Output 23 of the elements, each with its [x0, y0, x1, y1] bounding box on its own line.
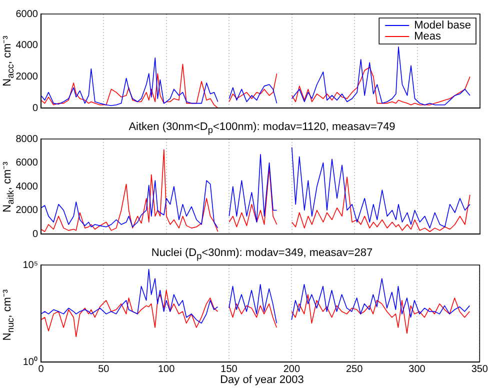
y-tick-label: 0 — [32, 228, 38, 240]
y-tick-label: 6000 — [16, 158, 38, 168]
legend-label: Model base — [414, 20, 472, 32]
x-tick-label: 350 — [471, 364, 488, 375]
x-tick-label: 250 — [346, 364, 364, 375]
y-tick-label: 2000 — [16, 205, 38, 216]
x-axis-title: Day of year 2003 — [219, 374, 305, 386]
y-tick-label: 8000 — [16, 134, 38, 145]
x-tick-label: 50 — [98, 364, 110, 375]
y-tick-label: 10⁰ — [22, 356, 38, 368]
y-tick-label: 4000 — [16, 40, 38, 52]
y-tick-label: 10⁵ — [22, 260, 38, 271]
x-tick-label: 150 — [220, 364, 238, 375]
x-tick-label: 300 — [408, 364, 426, 375]
chart-title: Aitken (30nm<D$_{p}$<100nm): modav=1120, measav=749 — [128, 121, 396, 136]
legend-label: Meas — [414, 30, 442, 43]
y-tick-label: 0 — [32, 102, 38, 114]
x-tick-label: 100 — [158, 364, 176, 375]
y-tick-label: 2000 — [16, 71, 38, 82]
y-tick-label: 4000 — [16, 181, 38, 192]
y-tick-label: 6000 — [16, 8, 38, 20]
chart-title: Nuclei (D$_{p}$<30nm): modav=349, measav=287 — [150, 247, 374, 262]
x-tick-label: 200 — [283, 364, 300, 375]
